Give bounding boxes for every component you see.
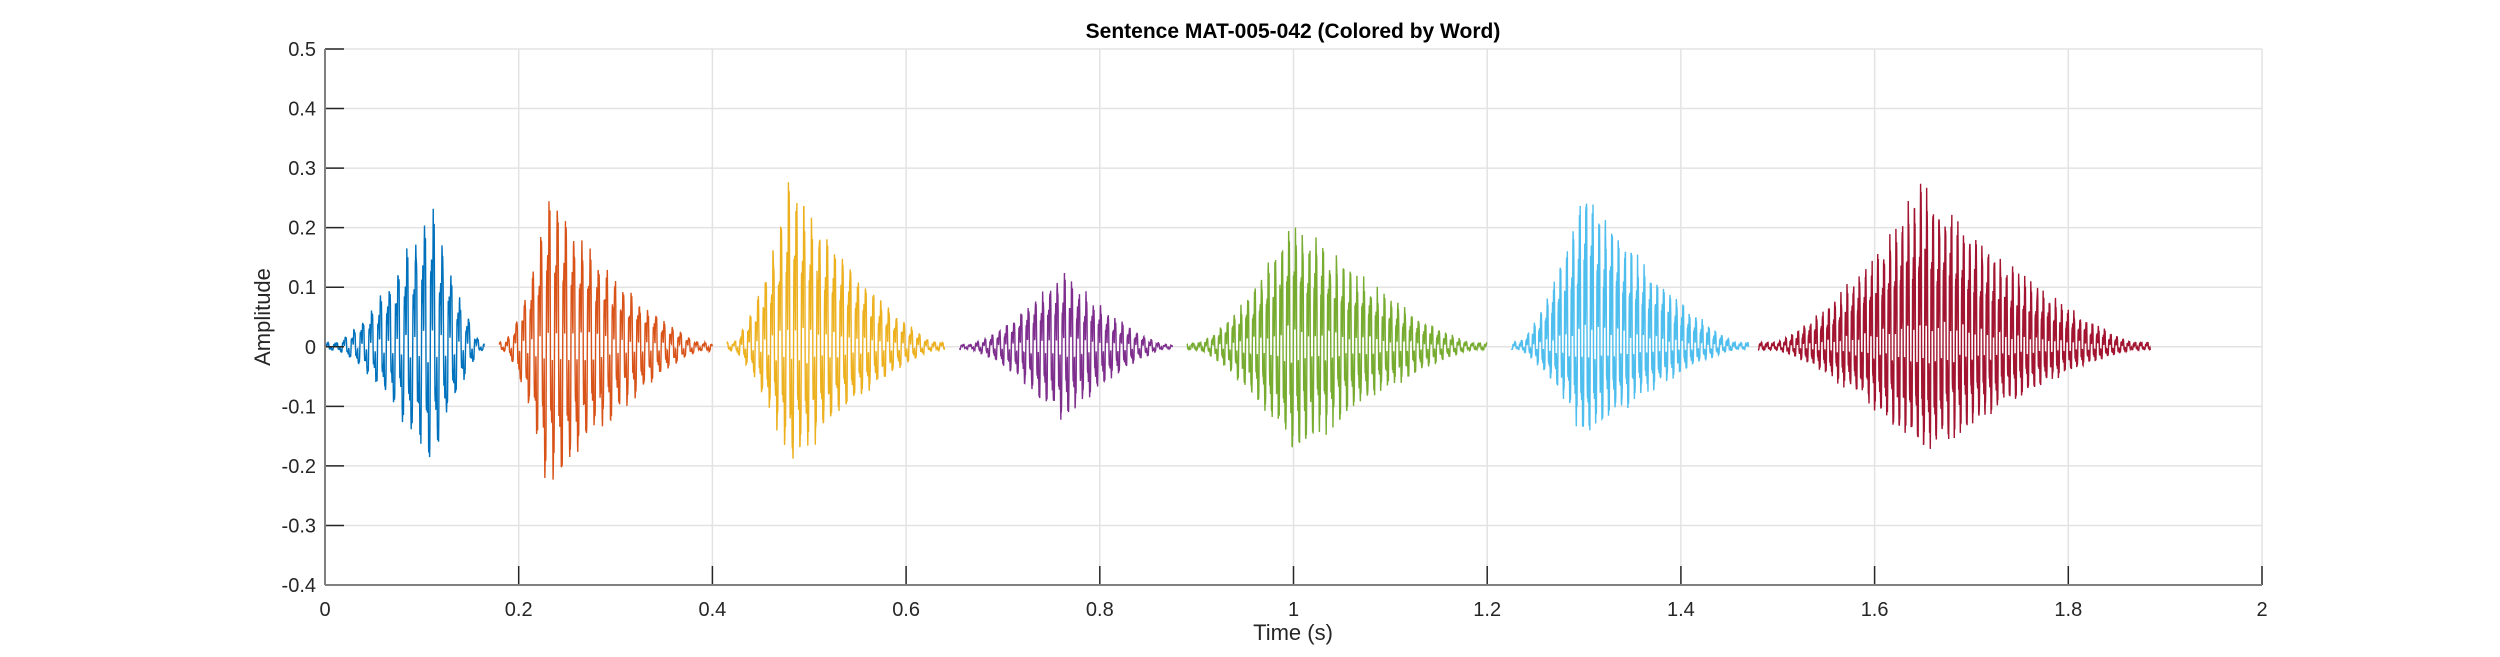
y-tick-label: 0.3 xyxy=(288,158,316,180)
x-axis-label: Time (s) xyxy=(1253,620,1333,645)
y-tick-label: 0.4 xyxy=(288,99,316,121)
x-tick-label: 2 xyxy=(2256,599,2267,621)
x-tick-label: 0 xyxy=(319,599,330,621)
x-tick-label: 0.6 xyxy=(892,599,920,621)
y-tick-label: -0.1 xyxy=(282,396,316,418)
x-tick-label: 1.2 xyxy=(1473,599,1501,621)
waveform-word-5 xyxy=(1186,227,1488,448)
waveform-word-1 xyxy=(324,208,485,458)
x-tick-label: 1.6 xyxy=(1861,599,1889,621)
y-tick-label: -0.3 xyxy=(282,515,316,537)
x-tick-label: 1.4 xyxy=(1667,599,1695,621)
x-tick-label: 0.2 xyxy=(505,599,533,621)
x-tick-label: 0.4 xyxy=(698,599,726,621)
waveform-word-4 xyxy=(958,273,1174,420)
waveform-word-7 xyxy=(1757,183,2152,449)
y-axis-label: Amplitude xyxy=(250,268,275,366)
x-tick-label: 1.8 xyxy=(2054,599,2082,621)
y-tick-label: 0.1 xyxy=(288,277,316,299)
x-tick-label: 1 xyxy=(1288,599,1299,621)
axes: 0 0.2 0.4 0.6 0.8 1 1.2 1.4 1.6 1.8 2 -0.4 -0.3 -0.2 -… xyxy=(282,39,2268,621)
waveform-word-3 xyxy=(726,182,946,459)
x-tick-label: 0.8 xyxy=(1086,599,1114,621)
waveform-word-2 xyxy=(498,201,714,480)
y-tick-label: -0.4 xyxy=(282,575,316,597)
series-group xyxy=(324,182,2152,480)
y-tick-label: 0.2 xyxy=(288,218,316,240)
y-tick-label: 0 xyxy=(305,337,316,359)
y-tick-label: -0.2 xyxy=(282,456,316,478)
chart-title: Sentence MAT-005-042 (Colored by Word) xyxy=(1086,20,1501,43)
waveform-word-6 xyxy=(1510,203,1750,431)
y-tick-label: 0.5 xyxy=(288,39,316,61)
